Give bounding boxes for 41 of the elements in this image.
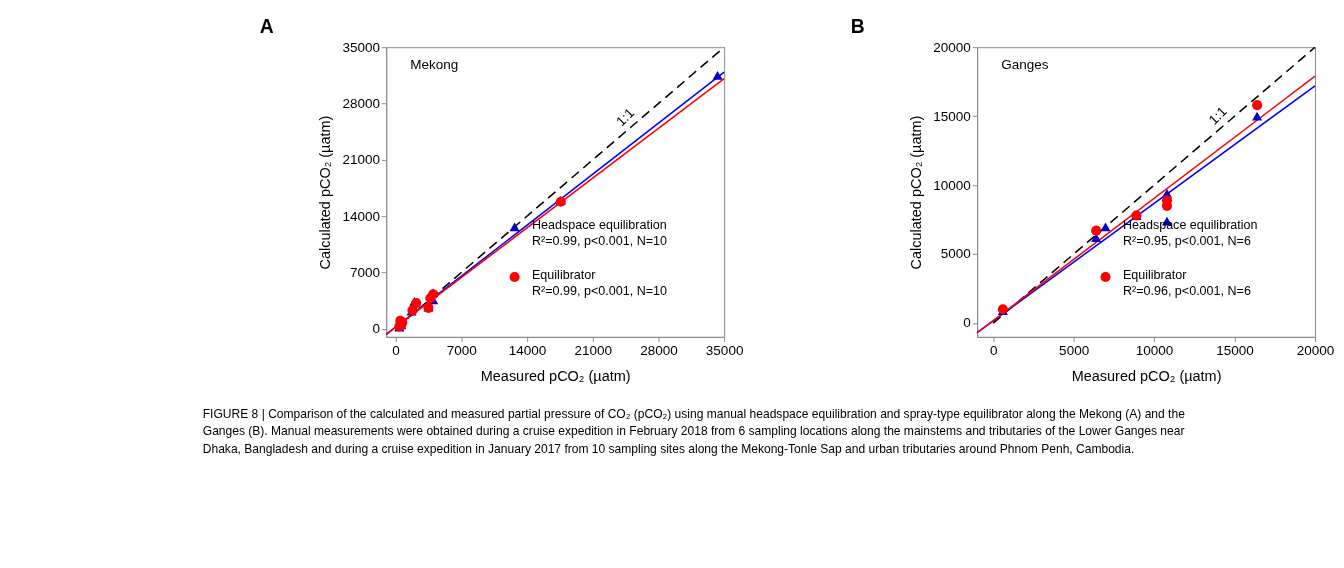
legend-label: Equilibrator R²=0.99, p<0.001, N=10	[532, 267, 667, 299]
y-tick-label: 15000	[933, 108, 971, 124]
chart-title: B	[850, 15, 865, 37]
y-tick-label: 0	[372, 321, 380, 337]
chart-title: A	[259, 15, 274, 37]
x-tick-label: 5000	[1059, 342, 1090, 358]
y-tick-label: 35000	[342, 39, 380, 55]
point	[1252, 100, 1263, 111]
y-tick-label: 7000	[349, 264, 380, 280]
annotation: Ganges	[1001, 57, 1049, 73]
y-tick-label: 5000	[940, 246, 971, 262]
y-axis-title: Calculated pCO₂ (µatm)	[907, 115, 924, 270]
y-axis-title: Calculated pCO₂ (µatm)	[316, 115, 333, 270]
annotation: Mekong	[410, 57, 459, 73]
x-tick-label: 10000	[1135, 342, 1174, 358]
x-tick-label: 7000	[446, 342, 477, 358]
text: 1:1	[1205, 103, 1230, 128]
x-tick-label: 35000	[705, 342, 744, 358]
legend-label: Headspace equilibration R²=0.99, p<0.001, N=10	[532, 217, 667, 249]
y-tick-label: 20000	[933, 39, 971, 55]
x-axis-title: Measured pCO₂ (µatm)	[480, 367, 631, 384]
point	[712, 71, 723, 80]
y-tick-label: 10000	[933, 177, 971, 193]
x-axis-title: Measured pCO₂ (µatm)	[1071, 367, 1222, 384]
caption: FIGURE 8 | Comparison of the calculated and measured partial pressure of CO₂ (pCO₂) using manual headspace equilibration and spray-type equilibrator along the Mekong (A) and the Ganges (B). Manual measurements were obtained during a cruise expedition in February 2018 from 6 sampling locations along the mainstems and tributaries of the Lower Ganges near Dhaka, Bangladesh and during a cruise expedition in January 2017 from 10 sampling sites along the Mekong-Tonle Sap and urban tributaries around Phnom Penh, Cambodia.	[202, 406, 1186, 456]
x-tick-label: 15000	[1216, 342, 1254, 358]
y-tick-label: 0	[963, 315, 971, 331]
x-tick-label: 28000	[640, 342, 678, 358]
y-tick-label: 21000	[342, 152, 380, 168]
x-tick-label: 20000	[1296, 342, 1335, 358]
y-tick-label: 28000	[342, 95, 380, 111]
point	[1252, 111, 1263, 121]
point	[1091, 225, 1102, 236]
legend-label: Equilibrator R²=0.96, p<0.001, N=6	[1122, 267, 1251, 299]
x-tick-label: 21000	[574, 342, 612, 358]
text: 1:1	[613, 105, 638, 130]
legend-label: Headspace equilibration R²=0.95, p<0.001, N=6	[1122, 217, 1258, 249]
x-tick-label: 0	[392, 342, 400, 358]
x-tick-label: 0	[989, 342, 998, 358]
y-tick-label: 14000	[342, 208, 380, 224]
x-tick-label: 14000	[508, 342, 547, 358]
